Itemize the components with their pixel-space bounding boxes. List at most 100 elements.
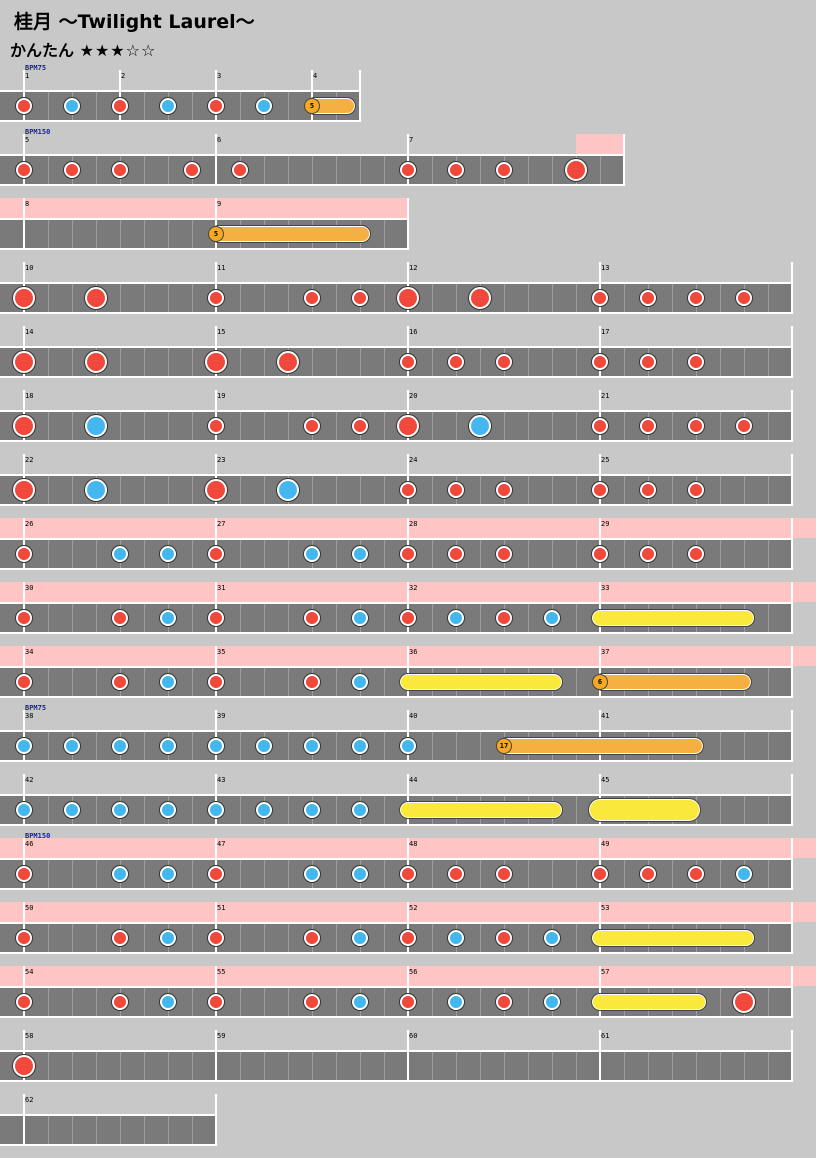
ka-note: [160, 866, 176, 882]
beat-line: [432, 860, 433, 888]
beat-line: [120, 348, 121, 376]
beat-line: [144, 156, 145, 184]
chart-row: 62: [0, 1094, 816, 1158]
beat-line: [48, 348, 49, 376]
bar-line: [791, 902, 793, 954]
bar-line: [215, 134, 217, 186]
beat-line: [768, 732, 769, 760]
don-note: [112, 994, 128, 1010]
beat-line: [264, 604, 265, 632]
don-note: [64, 162, 80, 178]
gogo-band: [0, 198, 408, 218]
beat-line: [720, 988, 721, 1016]
bar-line: [791, 966, 793, 1018]
ka-note: [16, 738, 32, 754]
gogo-band: [576, 134, 624, 154]
big-ka-note: [85, 415, 107, 437]
beat-line: [96, 668, 97, 696]
measure-number: 56: [409, 968, 418, 976]
beat-line: [144, 412, 145, 440]
beat-line: [528, 540, 529, 568]
beat-line: [144, 476, 145, 504]
beat-line: [72, 668, 73, 696]
beat-line: [192, 988, 193, 1016]
bar-line: [215, 646, 217, 698]
beat-line: [48, 412, 49, 440]
beat-line: [48, 540, 49, 568]
beat-line: [48, 220, 49, 248]
measure-number: 28: [409, 520, 418, 528]
beat-line: [144, 348, 145, 376]
beat-line: [288, 92, 289, 120]
big-ka-note: [277, 479, 299, 501]
measure-number: 13: [601, 264, 610, 272]
ka-note: [352, 546, 368, 562]
ka-note: [160, 994, 176, 1010]
beat-line: [552, 156, 553, 184]
ka-note: [208, 802, 224, 818]
measure-number: 10: [25, 264, 34, 272]
don-note: [112, 162, 128, 178]
beat-line: [288, 284, 289, 312]
measure-number: 29: [601, 520, 610, 528]
chart-row: 58 59 60 61: [0, 1030, 816, 1094]
beat-line: [192, 220, 193, 248]
drumroll: [399, 673, 564, 691]
balloon-roll: [498, 737, 705, 755]
beat-line: [264, 668, 265, 696]
balloon-head: 17: [496, 738, 512, 754]
ka-note: [352, 802, 368, 818]
balloon-roll: [210, 225, 371, 243]
measure-number: 4: [313, 72, 318, 80]
beat-line: [312, 1052, 313, 1080]
beat-line: [768, 796, 769, 824]
beat-line: [288, 412, 289, 440]
beat-line: [480, 156, 481, 184]
don-note: [640, 354, 656, 370]
don-note: [496, 354, 512, 370]
beat-line: [576, 604, 577, 632]
big-ka-note: [85, 479, 107, 501]
beat-line: [240, 540, 241, 568]
beat-line: [72, 860, 73, 888]
ka-note: [352, 610, 368, 626]
beat-line: [552, 540, 553, 568]
beat-line: [576, 924, 577, 952]
measure-number: 41: [601, 712, 610, 720]
bar-line: [791, 710, 793, 762]
measure-number: 23: [217, 456, 226, 464]
beat-line: [576, 860, 577, 888]
beat-line: [480, 1052, 481, 1080]
big-don-note: [85, 287, 107, 309]
beat-line: [240, 92, 241, 120]
measure-number: 19: [217, 392, 226, 400]
beat-line: [120, 1052, 121, 1080]
don-note: [736, 290, 752, 306]
don-note: [448, 546, 464, 562]
ka-note: [160, 610, 176, 626]
beat-line: [528, 604, 529, 632]
bar-line: [407, 902, 409, 954]
beat-line: [624, 1052, 625, 1080]
beat-line: [192, 348, 193, 376]
ka-note: [64, 802, 80, 818]
beat-line: [552, 284, 553, 312]
measure-number: 40: [409, 712, 418, 720]
beat-line: [336, 284, 337, 312]
don-note: [304, 930, 320, 946]
don-note: [208, 930, 224, 946]
bar-line: [215, 262, 217, 314]
bar-line: [599, 582, 601, 634]
don-note: [400, 866, 416, 882]
beat-line: [240, 412, 241, 440]
bar-line: [215, 70, 217, 122]
beat-line: [480, 860, 481, 888]
don-note: [496, 162, 512, 178]
beat-line: [96, 92, 97, 120]
bar-line: [407, 774, 409, 826]
bar-line: [215, 198, 217, 250]
beat-line: [72, 476, 73, 504]
ka-note: [160, 738, 176, 754]
don-note: [112, 610, 128, 626]
don-note: [736, 418, 752, 434]
